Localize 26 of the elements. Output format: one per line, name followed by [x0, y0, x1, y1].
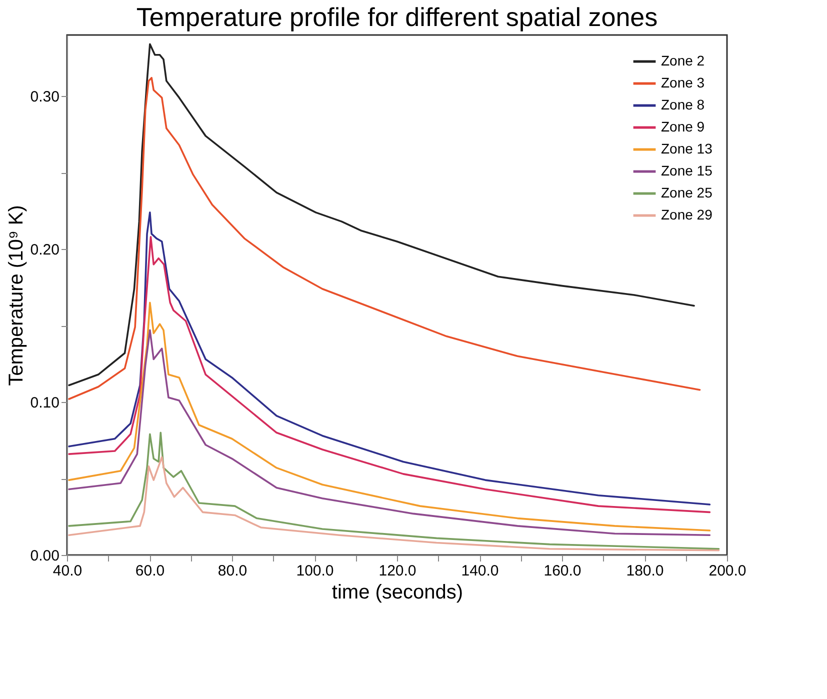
legend-label: Zone 15: [661, 162, 713, 178]
y-tick-label: 0.20: [30, 242, 60, 259]
legend-label: Zone 13: [661, 140, 713, 156]
x-tick-label: 200.0: [708, 562, 746, 580]
y-tick-label: 0.00: [30, 548, 60, 564]
line-series: [68, 432, 720, 550]
x-tick-label: 120.0: [378, 562, 416, 580]
y-tick-label: 0.10: [30, 394, 60, 412]
legend-label: Zone 9: [661, 118, 705, 134]
x-tick-label: 160.0: [544, 562, 582, 580]
legend-label: Zone 8: [661, 96, 705, 112]
x-tick-label: 80.0: [218, 562, 248, 580]
legend-label: Zone 3: [661, 74, 705, 90]
y-axis-title: Temperature (10⁹ K): [5, 205, 28, 386]
y-tick-label: 0.30: [30, 88, 60, 106]
legend-label: Zone 25: [661, 184, 713, 200]
x-tick-label: 180.0: [626, 562, 664, 580]
chart-title: Temperature profile for different spatial zones: [136, 2, 658, 32]
x-tick-label: 140.0: [461, 562, 499, 580]
x-tick-label: 60.0: [135, 562, 165, 580]
legend-label: Zone 29: [661, 206, 713, 222]
x-tick-label: 40.0: [52, 562, 82, 580]
x-axis-title: time (seconds): [332, 582, 464, 604]
x-tick-label: 100.0: [296, 562, 334, 580]
line-series: [68, 456, 720, 552]
legend-label: Zone 2: [661, 52, 705, 68]
